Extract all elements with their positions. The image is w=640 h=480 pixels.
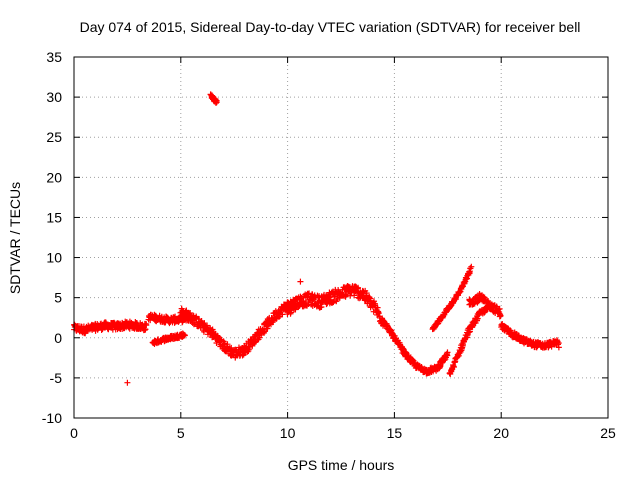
data-point-outlier — [297, 278, 304, 285]
data-point — [383, 322, 390, 329]
data-point — [142, 326, 149, 333]
y-tick-label: 25 — [46, 129, 62, 145]
data-point-outlier — [555, 344, 562, 351]
data-point — [306, 290, 313, 297]
x-tick-label: 15 — [387, 425, 403, 441]
data-point — [186, 311, 193, 318]
y-tick-label: 15 — [46, 209, 62, 225]
x-axis-label: GPS time / hours — [288, 457, 395, 473]
data-point — [467, 265, 474, 272]
data-point — [379, 316, 386, 323]
data-point — [300, 298, 307, 305]
x-tick-label: 25 — [600, 425, 616, 441]
grid — [74, 57, 608, 418]
data-point — [461, 279, 468, 286]
data-point — [555, 341, 562, 348]
data-point — [213, 99, 220, 106]
data-point — [143, 320, 150, 327]
data-point — [497, 312, 504, 319]
data-point — [375, 310, 382, 317]
y-tick-label: 5 — [54, 290, 62, 306]
x-tick-label: 0 — [70, 425, 78, 441]
axis-ticks: 0 5 10 15 20 25 -10 -5 0 5 10 15 20 25 30 35 — [42, 49, 616, 441]
data-point-outlier — [124, 379, 131, 386]
y-tick-label: 10 — [46, 250, 62, 266]
y-tick-label: 30 — [46, 89, 62, 105]
data-point — [180, 331, 187, 338]
chart-title: Day 074 of 2015, Sidereal Day-to-day VTE… — [80, 19, 581, 35]
data-point — [330, 298, 337, 305]
y-tick-label: 20 — [46, 169, 62, 185]
data-point — [251, 339, 258, 346]
data-point — [256, 334, 263, 341]
data-point — [444, 349, 451, 356]
data-point — [181, 332, 188, 339]
plot-frame — [73, 56, 609, 419]
y-tick-label: -10 — [42, 410, 62, 426]
data-point — [496, 305, 503, 312]
y-tick-label: 0 — [54, 330, 62, 346]
data-point — [485, 299, 492, 306]
x-tick-label: 10 — [280, 425, 296, 441]
data-point — [297, 293, 304, 300]
data-point — [292, 306, 299, 313]
data-point — [279, 311, 286, 318]
data-point — [187, 309, 194, 316]
data-point — [290, 298, 297, 305]
data-point — [366, 294, 373, 301]
x-tick-label: 5 — [177, 425, 185, 441]
data-point — [367, 295, 374, 302]
data-point — [468, 263, 475, 270]
y-axis-label: SDTVAR / TECUs — [7, 182, 23, 294]
x-tick-label: 20 — [493, 425, 509, 441]
y-tick-label: -5 — [50, 370, 63, 386]
y-tick-label: 35 — [46, 49, 62, 65]
data-points — [71, 91, 562, 386]
